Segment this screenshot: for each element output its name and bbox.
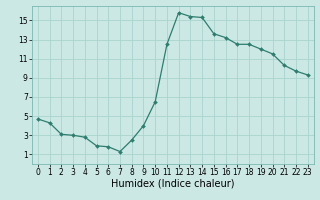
X-axis label: Humidex (Indice chaleur): Humidex (Indice chaleur) [111, 179, 235, 189]
